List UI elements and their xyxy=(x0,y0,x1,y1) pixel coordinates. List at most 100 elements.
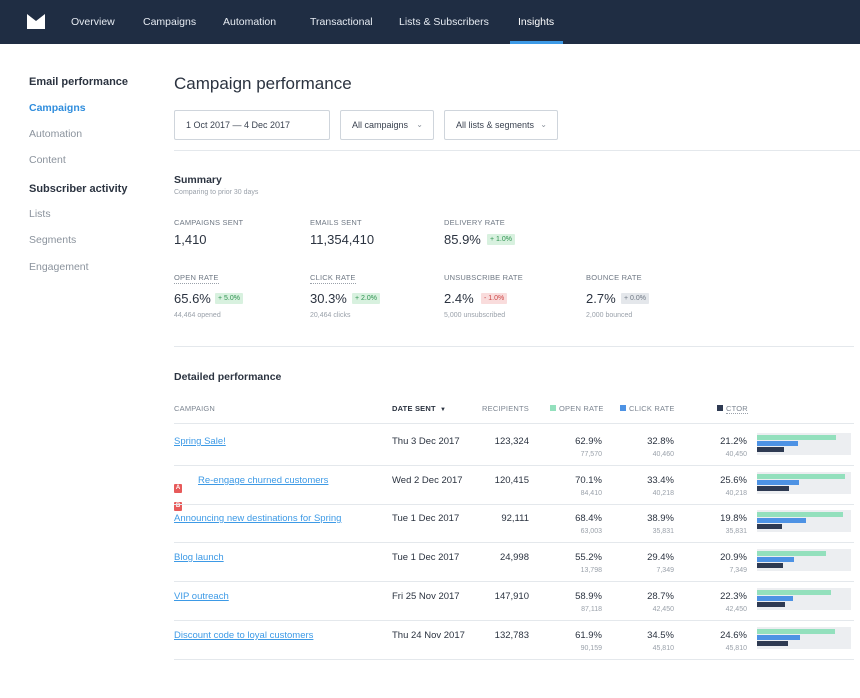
metric-value-open-rate: 65.6% xyxy=(174,291,211,306)
open-rate-bar xyxy=(757,551,826,556)
column-header-campaign[interactable]: CAMPAIGN xyxy=(174,404,216,413)
rate-bar-chart xyxy=(757,588,851,610)
campaign-link[interactable]: Announcing new destinations for Spring xyxy=(174,513,342,524)
date-sent-cell: Tue 1 Dec 2017 xyxy=(392,552,460,563)
metric-label-delivery-rate: DELIVERY RATE xyxy=(444,218,505,227)
campaign-filter-select[interactable]: All campaigns ⌄ xyxy=(340,110,434,140)
open-rate-bar xyxy=(757,474,845,479)
ctor-cell: 21.2% xyxy=(720,436,747,447)
table-divider xyxy=(174,542,854,543)
ctor-cell: 20.9% xyxy=(720,552,747,563)
ab-variant-a: A xyxy=(174,484,182,493)
ab-variant-b: B xyxy=(174,502,182,511)
recipients-cell: 147,910 xyxy=(494,591,529,602)
recipients-cell: 92,111 xyxy=(501,513,529,524)
ctor-bar xyxy=(757,447,784,452)
campaign-link[interactable]: Blog launch xyxy=(174,552,224,563)
ctor-cell: 24.6% xyxy=(720,630,747,641)
click-rate-bar xyxy=(757,480,799,485)
page-title: Campaign performance xyxy=(174,74,352,93)
ctor-legend-swatch xyxy=(717,405,723,411)
metric-label-click-rate[interactable]: CLICK RATE xyxy=(310,273,356,284)
open-rate-cell: 68.4% xyxy=(575,513,602,524)
nav-campaigns[interactable]: Campaigns xyxy=(143,16,197,28)
rate-bar-chart xyxy=(757,549,851,571)
nav-transactional[interactable]: Transactional xyxy=(310,16,373,28)
metric-label-campaigns-sent: CAMPAIGNS SENT xyxy=(174,218,244,227)
metric-change-unsubscribe-rate: - 1.0% xyxy=(481,293,508,304)
rate-bar-chart xyxy=(757,433,851,455)
ctor-bar xyxy=(757,641,788,646)
click-rate-bar xyxy=(757,441,798,446)
metric-sub-bounce-rate: 2,000 bounced xyxy=(586,312,633,319)
metric-value-bounce-rate: 2.7% xyxy=(586,291,616,306)
ctor-count-cell: 35,831 xyxy=(725,528,747,535)
table-divider xyxy=(174,465,854,466)
table-row[interactable]: VIP outreach Fri 25 Nov 2017 147,910 58.9% 8… xyxy=(174,588,854,629)
sidebar-item-content[interactable]: Content xyxy=(29,154,66,166)
date-sent-cell: Tue 1 Dec 2017 xyxy=(392,513,460,524)
table-row[interactable]: Announcing new destinations for Spring Tu… xyxy=(174,510,854,551)
table-row[interactable]: Blog launch Tue 1 Dec 2017 24,998 55.2% 13,7… xyxy=(174,549,854,590)
recipients-cell: 132,783 xyxy=(494,630,529,641)
table-row[interactable]: Spring Sale! Thu 3 Dec 2017 123,324 62.9% 77… xyxy=(174,433,854,474)
list-filter-select[interactable]: All lists & segments ⌄ xyxy=(444,110,558,140)
sidebar-item-campaigns[interactable]: Campaigns xyxy=(29,102,86,114)
chevron-down-icon: ⌄ xyxy=(416,120,423,129)
table-row[interactable]: Discount code to loyal customers Thu 24 N… xyxy=(174,627,854,668)
open-rate-bar xyxy=(757,435,836,440)
click-count-cell: 7,349 xyxy=(656,567,674,574)
open-count-cell: 90,159 xyxy=(580,645,602,652)
ctor-bar xyxy=(757,602,785,607)
column-header-ctor[interactable]: CTOR xyxy=(717,404,748,414)
table-divider xyxy=(174,504,854,505)
nav-overview[interactable]: Overview xyxy=(71,16,115,28)
sidebar-item-lists[interactable]: Lists xyxy=(29,208,51,220)
mailbox-logo-icon[interactable] xyxy=(27,14,45,29)
divider xyxy=(174,346,854,347)
nav-lists-subscribers[interactable]: Lists & Subscribers xyxy=(399,16,489,28)
click-count-cell: 40,218 xyxy=(652,490,674,497)
open-count-cell: 87,118 xyxy=(581,606,602,613)
metric-label-open-rate[interactable]: OPEN RATE xyxy=(174,273,219,284)
date-sent-cell: Wed 2 Dec 2017 xyxy=(392,475,463,486)
metric-label-bounce-rate: BOUNCE RATE xyxy=(586,273,642,282)
list-filter-value: All lists & segments xyxy=(456,120,535,130)
date-sent-cell: Fri 25 Nov 2017 xyxy=(392,591,460,602)
click-rate-cell: 34.5% xyxy=(647,630,674,641)
table-divider xyxy=(174,659,854,660)
open-rate-bar xyxy=(757,590,831,595)
campaign-link[interactable]: Discount code to loyal customers xyxy=(174,630,314,641)
column-header-date-sent-label: DATE SENT xyxy=(392,404,436,413)
click-rate-cell: 28.7% xyxy=(647,591,674,602)
campaign-link[interactable]: Re-engage churned customers xyxy=(198,475,329,486)
column-header-click-rate[interactable]: CLICK RATE xyxy=(620,404,675,413)
campaign-link[interactable]: VIP outreach xyxy=(174,591,229,602)
open-rate-bar xyxy=(757,512,843,517)
ctor-count-cell: 45,810 xyxy=(725,645,747,652)
open-rate-bar xyxy=(757,629,835,634)
recipients-cell: 120,415 xyxy=(494,475,529,486)
click-rate-bar xyxy=(757,635,800,640)
ctor-cell: 25.6% xyxy=(720,475,747,486)
table-row[interactable]: A B Re-engage churned customers Wed 2 Dec … xyxy=(174,472,854,513)
click-rate-legend-swatch xyxy=(620,405,626,411)
campaign-link[interactable]: Spring Sale! xyxy=(174,436,226,447)
nav-automation[interactable]: Automation xyxy=(223,16,277,28)
click-count-cell: 42,450 xyxy=(652,606,674,613)
date-range-picker[interactable]: 1 Oct 2017 — 4 Dec 2017 xyxy=(174,110,330,140)
column-header-recipients[interactable]: RECIPIENTS xyxy=(482,404,530,413)
sidebar-item-engagement[interactable]: Engagement xyxy=(29,261,89,273)
rate-bar-chart xyxy=(757,627,851,649)
sidebar-item-automation[interactable]: Automation xyxy=(29,128,83,140)
summary-subtitle: Comparing to prior 30 days xyxy=(174,189,259,196)
column-header-open-rate[interactable]: OPEN RATE xyxy=(550,404,604,413)
column-header-date-sent[interactable]: DATE SENT ▼ xyxy=(392,404,446,413)
click-count-cell: 40,460 xyxy=(652,451,674,458)
nav-insights[interactable]: Insights xyxy=(518,16,555,28)
click-rate-bar xyxy=(757,596,793,601)
sidebar-item-segments[interactable]: Segments xyxy=(29,234,77,246)
sidebar-heading-email-performance: Email performance xyxy=(29,76,129,88)
column-header-click-rate-label: CLICK RATE xyxy=(629,404,675,413)
summary-title: Summary xyxy=(174,174,222,186)
